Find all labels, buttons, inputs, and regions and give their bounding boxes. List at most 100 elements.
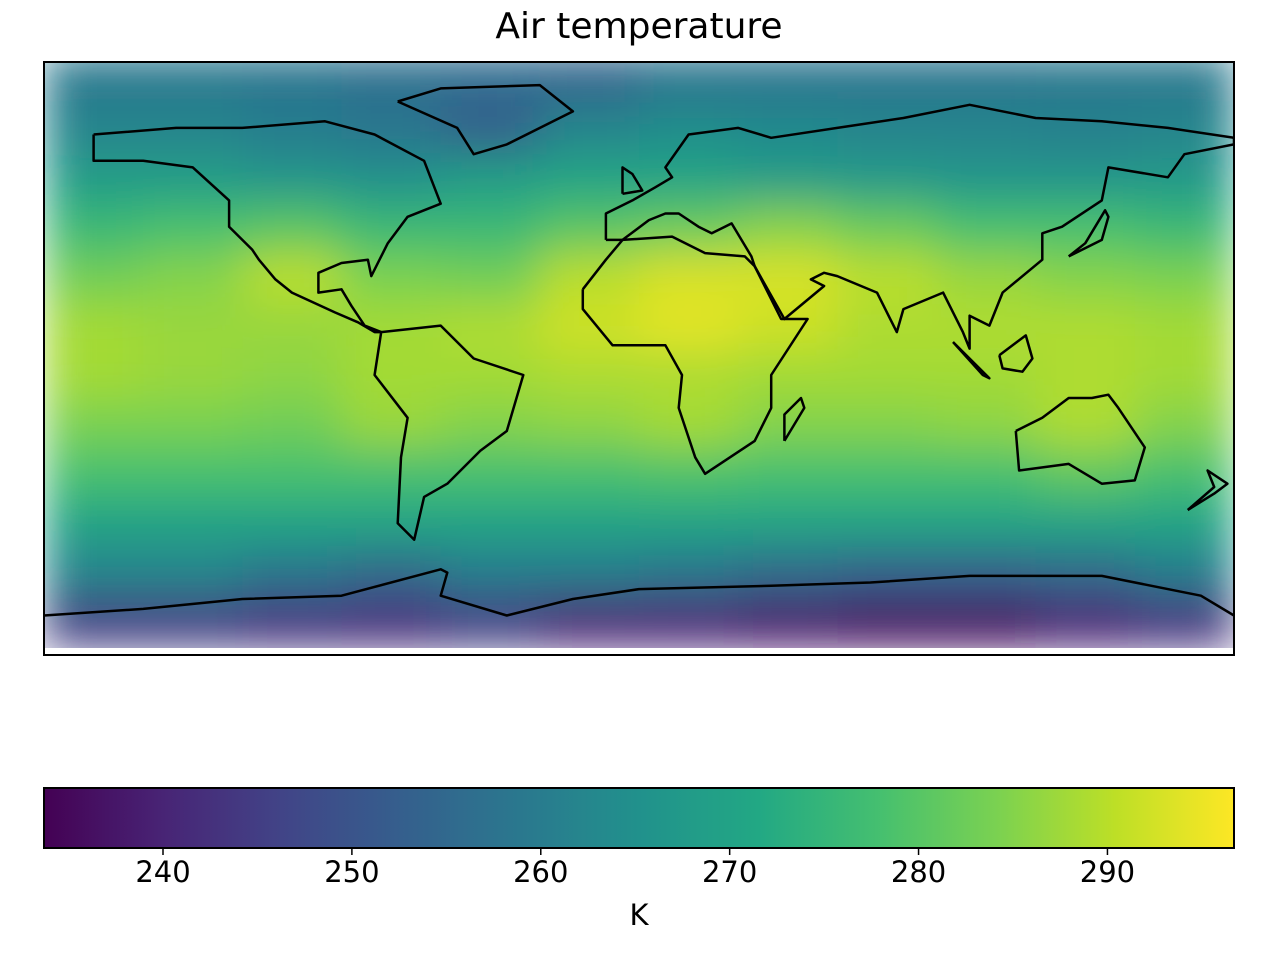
field-cell xyxy=(1134,399,1234,451)
field-cell xyxy=(341,103,442,154)
field-cell xyxy=(837,62,938,105)
field-cell xyxy=(242,547,343,599)
field-cell xyxy=(936,103,1037,154)
field-cell xyxy=(738,449,839,500)
field-cell xyxy=(639,300,740,352)
field-cell xyxy=(440,202,541,253)
coastline xyxy=(783,396,806,442)
map-frame xyxy=(43,61,1235,656)
field-cell xyxy=(1035,498,1136,549)
field-cell xyxy=(242,103,343,154)
field-cell xyxy=(341,498,442,549)
coastline xyxy=(92,120,442,334)
field-cell xyxy=(738,62,839,105)
field-cell xyxy=(440,152,541,204)
field-cell xyxy=(639,547,740,599)
colorbar-label: K xyxy=(629,898,649,932)
field-cell xyxy=(1035,399,1136,451)
field-cell xyxy=(242,399,343,451)
field-cell xyxy=(1134,597,1234,648)
field-cell xyxy=(936,449,1037,500)
field-cell xyxy=(341,399,442,451)
field-cell xyxy=(738,152,839,204)
coastlines xyxy=(44,83,1234,617)
field-cell xyxy=(539,597,640,648)
field-cell xyxy=(440,300,541,352)
field-cell xyxy=(44,597,145,648)
field-cell xyxy=(143,597,244,648)
field-cell xyxy=(936,62,1037,105)
field-cell xyxy=(44,62,145,105)
field-cell xyxy=(639,251,740,302)
field-cell xyxy=(1134,498,1234,549)
colorbar-tick-label: 250 xyxy=(324,855,379,889)
field-cell xyxy=(639,449,740,500)
field-cell xyxy=(143,62,244,105)
field-cell xyxy=(738,103,839,154)
field-cell xyxy=(1035,251,1136,302)
coastline xyxy=(397,83,575,156)
field-cell xyxy=(143,350,244,401)
field-cell xyxy=(1134,251,1234,302)
field-cell xyxy=(1134,350,1234,401)
field-cell xyxy=(539,103,640,154)
field-cell xyxy=(44,399,145,451)
field-cell xyxy=(242,597,343,648)
field-cell xyxy=(341,251,442,302)
coastline xyxy=(373,324,525,541)
field-cell xyxy=(738,251,839,302)
field-cell xyxy=(837,350,938,401)
field-cell xyxy=(143,449,244,500)
field-cell xyxy=(837,399,938,451)
field-cell xyxy=(539,300,640,352)
field-cell xyxy=(440,251,541,302)
field-cell xyxy=(143,202,244,253)
field-cell xyxy=(341,152,442,204)
field-cell xyxy=(44,449,145,500)
field-cell xyxy=(837,202,938,253)
field-cell xyxy=(1035,103,1136,154)
coastline xyxy=(1014,393,1147,485)
colorbar-tick-label: 240 xyxy=(135,855,190,889)
field-cell xyxy=(1035,547,1136,599)
field-cell xyxy=(539,251,640,302)
colorbar-tick-label: 270 xyxy=(702,855,757,889)
field-cell xyxy=(936,202,1037,253)
field-cell xyxy=(837,152,938,204)
field-cell xyxy=(242,350,343,401)
chart-title: Air temperature xyxy=(495,6,782,47)
field-cell xyxy=(440,498,541,549)
field-cell xyxy=(143,498,244,549)
field-cell xyxy=(242,498,343,549)
field-cell xyxy=(341,300,442,352)
field-cell xyxy=(143,251,244,302)
field-cell xyxy=(242,202,343,253)
field-cell xyxy=(242,152,343,204)
field-cell xyxy=(738,597,839,648)
colorbar-tick-label: 280 xyxy=(891,855,946,889)
field-cell xyxy=(44,547,145,599)
colorbar xyxy=(43,787,1235,849)
field-cell xyxy=(936,152,1037,204)
field-cell xyxy=(539,350,640,401)
field-cell xyxy=(44,350,145,401)
field-cell xyxy=(341,597,442,648)
coastline xyxy=(1186,469,1229,512)
field-cell xyxy=(44,202,145,253)
field-cell xyxy=(143,547,244,599)
field-cell xyxy=(539,399,640,451)
field-cell xyxy=(341,449,442,500)
colorbar-tick-label: 260 xyxy=(513,855,568,889)
field-cell xyxy=(1035,597,1136,648)
field-cell xyxy=(837,251,938,302)
field-cell xyxy=(936,547,1037,599)
field-cell xyxy=(738,498,839,549)
temperature-field xyxy=(44,62,1234,648)
field-cell xyxy=(539,449,640,500)
field-cell xyxy=(738,350,839,401)
field-cell xyxy=(738,202,839,253)
field-cell xyxy=(936,597,1037,648)
field-cell xyxy=(837,300,938,352)
coastline xyxy=(581,235,809,476)
